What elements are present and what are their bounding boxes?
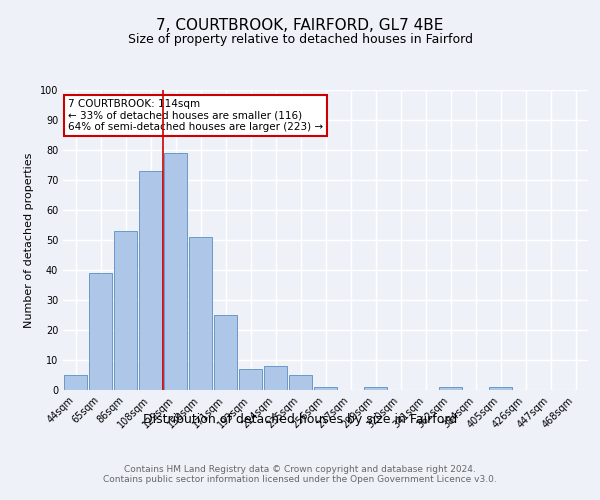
Bar [489,387,512,390]
Text: 7 COURTBROOK: 114sqm
← 33% of detached houses are smaller (116)
64% of semi-deta: 7 COURTBROOK: 114sqm ← 33% of detached h… [68,99,323,132]
Bar [314,387,337,390]
Text: Distribution of detached houses by size in Fairford: Distribution of detached houses by size … [143,412,457,426]
Bar [189,237,212,390]
Text: 7, COURTBROOK, FAIRFORD, GL7 4BE: 7, COURTBROOK, FAIRFORD, GL7 4BE [157,18,443,32]
Bar [64,375,87,390]
Bar [139,171,162,390]
Bar [289,375,312,390]
Y-axis label: Number of detached properties: Number of detached properties [24,152,34,328]
Text: Contains HM Land Registry data © Crown copyright and database right 2024.
Contai: Contains HM Land Registry data © Crown c… [103,465,497,484]
Bar [89,273,112,390]
Bar [364,387,387,390]
Bar [264,366,287,390]
Text: Size of property relative to detached houses in Fairford: Size of property relative to detached ho… [128,32,473,46]
Bar [164,153,187,390]
Bar [114,231,137,390]
Bar [439,387,462,390]
Bar [239,369,262,390]
Bar [214,315,237,390]
